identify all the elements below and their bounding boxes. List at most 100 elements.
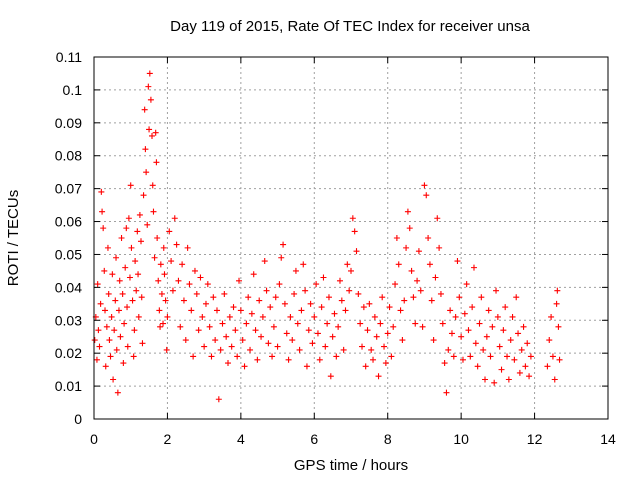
- data-point: [493, 287, 500, 294]
- data-point: [443, 389, 450, 396]
- data-point: [215, 396, 222, 403]
- data-point: [307, 300, 314, 307]
- data-point: [245, 294, 252, 301]
- data-point: [381, 343, 388, 350]
- data-point: [507, 337, 514, 344]
- data-point: [498, 366, 505, 373]
- data-point: [556, 356, 563, 363]
- x-tick-label: 2: [164, 431, 172, 447]
- data-point: [135, 313, 142, 320]
- data-point: [342, 307, 349, 314]
- data-point: [261, 258, 268, 265]
- data-point: [392, 281, 399, 288]
- data-point: [171, 215, 178, 222]
- data-point: [303, 363, 310, 370]
- data-point: [502, 304, 509, 311]
- data-point: [259, 313, 266, 320]
- data-point: [436, 244, 443, 251]
- y-tick-label: 0.01: [55, 378, 82, 394]
- data-point: [154, 235, 161, 241]
- data-point: [272, 294, 279, 301]
- data-point: [114, 389, 121, 396]
- data-point: [368, 346, 375, 353]
- data-point: [489, 323, 496, 330]
- data-point: [419, 323, 426, 330]
- data-point: [324, 320, 331, 327]
- data-point: [300, 261, 307, 268]
- x-tick-label: 6: [310, 431, 318, 447]
- data-point: [482, 376, 489, 383]
- data-point: [472, 340, 479, 347]
- data-point: [390, 323, 397, 330]
- data-point: [384, 330, 391, 337]
- data-point: [382, 360, 389, 367]
- data-point: [554, 287, 561, 294]
- data-point: [520, 323, 527, 330]
- data-point: [423, 192, 430, 199]
- x-tick-label: 12: [527, 431, 543, 447]
- data-point: [316, 356, 323, 363]
- data-point: [274, 343, 281, 350]
- data-point: [119, 290, 126, 297]
- data-point: [463, 281, 470, 288]
- data-point: [270, 323, 277, 330]
- data-point: [403, 244, 410, 251]
- data-point: [138, 294, 145, 301]
- data-point: [137, 238, 144, 245]
- data-point: [289, 337, 296, 344]
- data-point: [199, 313, 206, 320]
- data-point: [112, 297, 119, 304]
- data-point: [116, 277, 123, 284]
- data-point: [269, 353, 276, 360]
- data-point: [439, 320, 446, 327]
- data-point: [164, 313, 171, 320]
- data-point: [355, 290, 362, 297]
- data-point: [121, 320, 128, 327]
- data-point: [98, 188, 105, 195]
- data-point: [162, 297, 169, 304]
- x-tick-label: 8: [384, 431, 392, 447]
- data-point: [333, 353, 340, 360]
- data-point: [291, 290, 298, 297]
- data-point: [415, 248, 422, 255]
- data-point: [129, 297, 136, 304]
- data-point: [377, 320, 384, 327]
- data-point: [491, 379, 498, 386]
- data-point: [309, 340, 316, 347]
- data-point: [128, 244, 135, 251]
- data-point: [425, 235, 432, 241]
- data-point: [360, 304, 367, 311]
- data-point: [327, 373, 334, 380]
- data-point: [336, 277, 343, 284]
- data-point: [357, 320, 364, 327]
- data-point: [163, 346, 170, 353]
- data-point: [132, 258, 139, 265]
- data-point: [298, 307, 305, 314]
- data-point: [141, 106, 148, 113]
- data-point: [188, 307, 195, 314]
- data-point: [338, 297, 345, 304]
- data-point: [210, 294, 217, 301]
- data-point: [522, 363, 529, 370]
- data-point: [219, 320, 226, 327]
- data-point: [276, 281, 283, 288]
- data-point: [133, 287, 140, 294]
- data-point: [366, 300, 373, 307]
- data-point: [362, 363, 369, 370]
- data-point: [302, 287, 309, 294]
- data-point: [226, 313, 233, 320]
- data-point: [516, 369, 523, 376]
- data-point: [122, 264, 129, 271]
- data-point: [115, 307, 122, 314]
- y-tick-label: 0: [74, 411, 82, 427]
- data-point: [234, 353, 241, 360]
- data-point: [193, 290, 200, 297]
- data-point: [410, 294, 417, 301]
- data-point: [386, 304, 393, 311]
- data-point: [212, 337, 219, 344]
- data-point: [454, 258, 461, 265]
- data-point: [408, 267, 415, 274]
- data-point: [480, 346, 487, 353]
- data-point: [340, 346, 347, 353]
- data-point: [110, 376, 117, 383]
